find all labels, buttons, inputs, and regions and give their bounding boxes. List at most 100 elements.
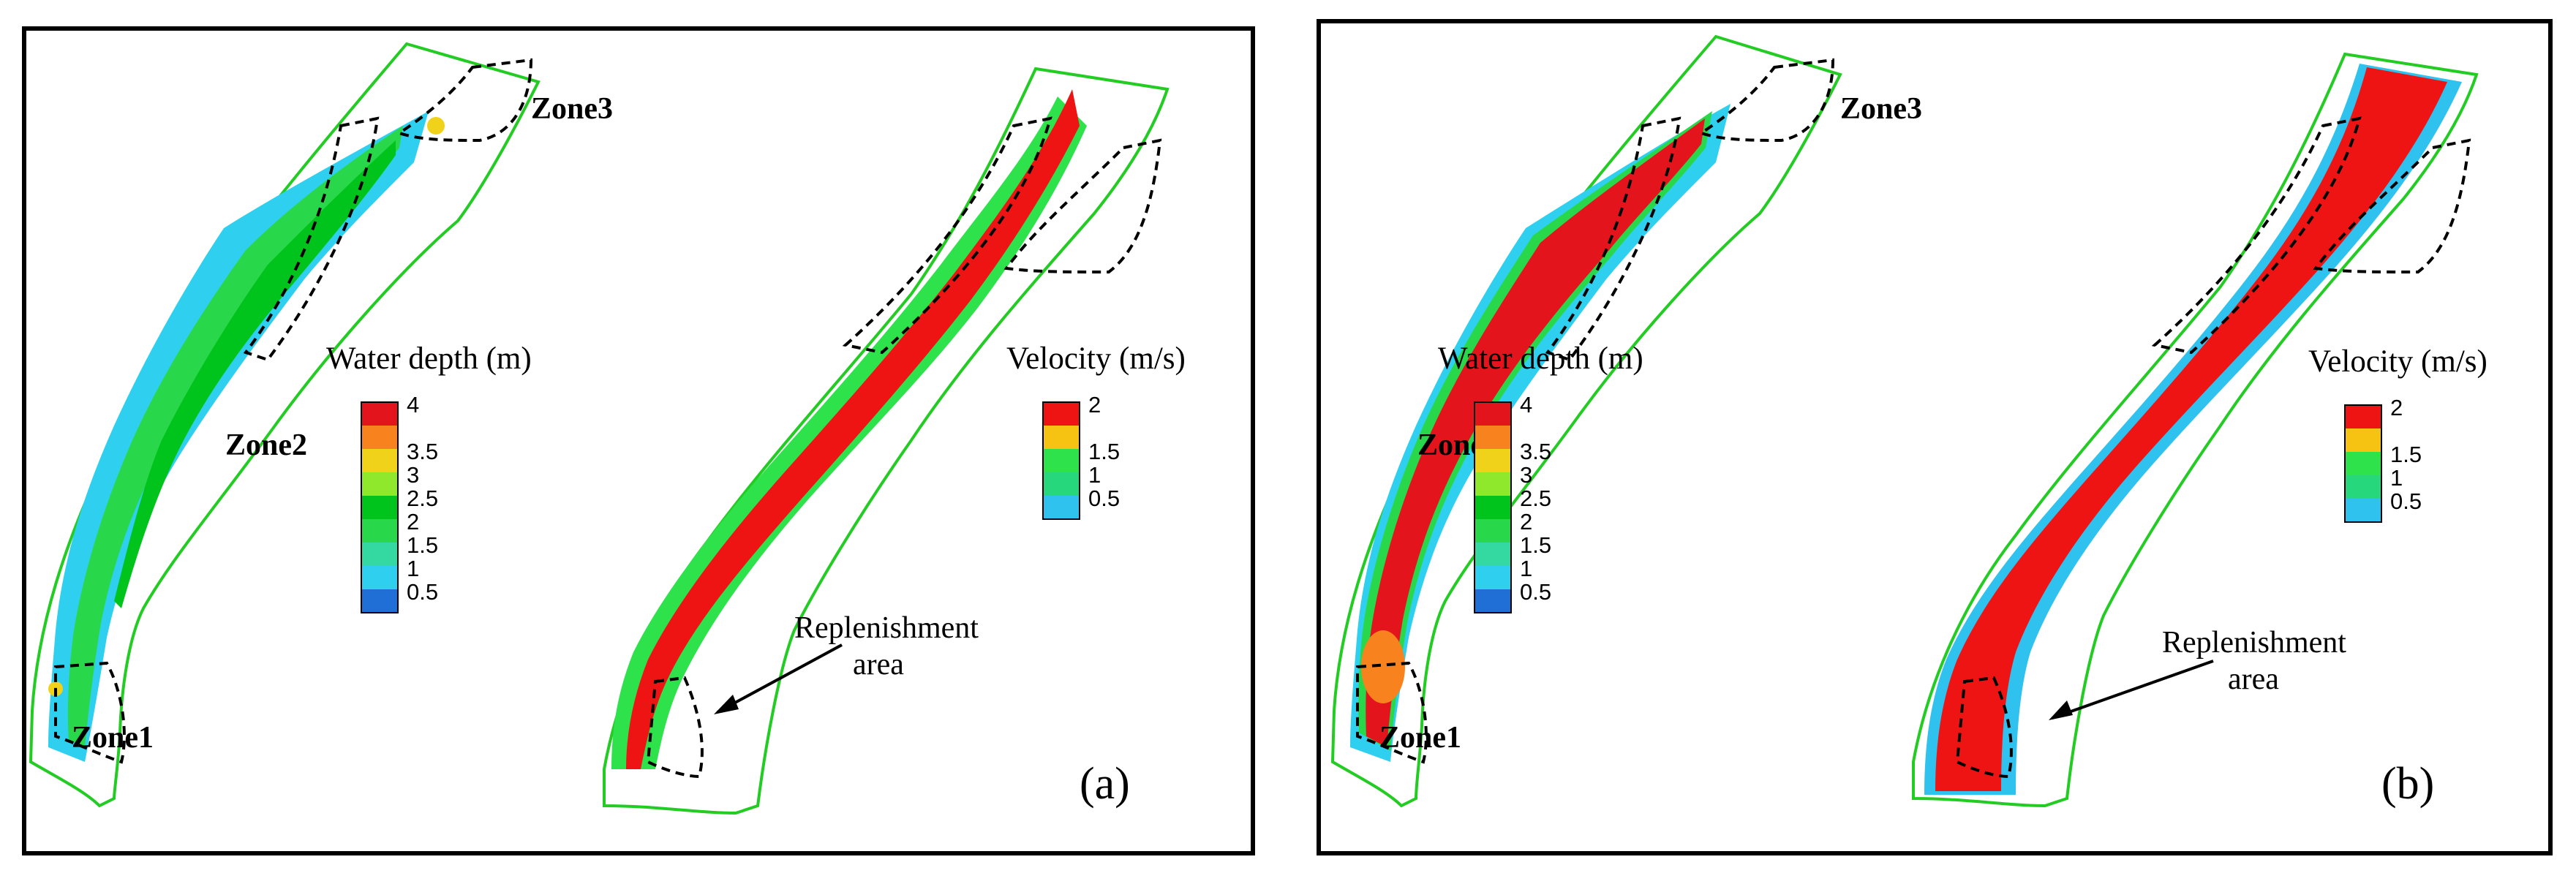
depth-swatch xyxy=(361,496,398,519)
zone1-outline xyxy=(54,661,126,764)
annotation-line2: area xyxy=(853,648,904,681)
velocity-swatch xyxy=(2345,405,2381,428)
river-outline-depth xyxy=(29,42,540,807)
velocity-legend-title: Velocity (m/s) xyxy=(1006,341,1186,376)
velocity-tick: 1.5 xyxy=(2390,442,2422,467)
velocity-zone2-outline xyxy=(842,116,1052,355)
zone2-outline xyxy=(243,116,380,362)
annotation-arrowhead xyxy=(714,695,739,714)
velocity-legend xyxy=(2344,404,2382,523)
velocity-swatch xyxy=(1043,472,1080,496)
depth-tick: 2.5 xyxy=(1520,486,1551,511)
zone3-label: Zone3 xyxy=(531,92,613,126)
panel-a: Zone1 Zone2 Zone3 Water depth (m) 4 3.5 … xyxy=(22,26,1255,855)
depth-swatch xyxy=(361,543,398,566)
velocity-swatch xyxy=(2345,428,2381,452)
depth-tick: 1.5 xyxy=(407,532,438,558)
velocity-tick: 0.5 xyxy=(2390,488,2422,514)
velocity-tick: 2 xyxy=(2390,395,2403,420)
river-outline-depth xyxy=(1331,35,1842,807)
depth-tick: 2 xyxy=(407,509,419,534)
depth-swatch xyxy=(361,426,398,449)
depth-legend xyxy=(361,401,399,613)
annotation-line1: Replenishment xyxy=(794,611,979,645)
depth-legend-title: Water depth (m) xyxy=(326,341,532,376)
velocity-legend-frame xyxy=(1042,401,1080,520)
depth-swatch xyxy=(1475,566,1511,589)
depth-swatch xyxy=(1475,543,1511,566)
depth-mid-band xyxy=(67,126,403,747)
annotation-line1: Replenishment xyxy=(2162,626,2346,660)
zone1-outline xyxy=(1356,661,1428,764)
depth-tick: 4 xyxy=(407,392,419,418)
velocity-legend-title: Velocity (m/s) xyxy=(2308,344,2488,379)
depth-swatch xyxy=(361,449,398,472)
velocity-tick: 0.5 xyxy=(1088,486,1120,511)
panel-label: (a) xyxy=(1080,759,1130,809)
panel-label: (b) xyxy=(2381,759,2434,809)
depth-legend xyxy=(1474,401,1512,613)
velocity-zone2-outline xyxy=(2151,116,2362,355)
depth-legend-frame xyxy=(1474,401,1512,613)
zone3-label: Zone3 xyxy=(1840,92,1922,126)
velocity-tick: 2 xyxy=(1088,392,1101,418)
depth-peak-spot xyxy=(427,117,445,135)
depth-tick: 3 xyxy=(1520,462,1532,488)
velocity-swatch xyxy=(1043,426,1080,449)
depth-legend-title: Water depth (m) xyxy=(1438,341,1643,376)
depth-swatch xyxy=(361,589,398,613)
depth-tick: 3 xyxy=(407,462,419,488)
panel-b-graphic: Zone1 Zone2 Zone3 Water depth (m) 4 3.5 … xyxy=(1331,35,2488,809)
depth-tick: 1.5 xyxy=(1520,532,1551,558)
panel-a-graphic: Zone1 Zone2 Zone3 Water depth (m) 4 3.5 … xyxy=(29,42,1186,815)
depth-orange-spot xyxy=(1361,630,1405,703)
annotation-arrow xyxy=(717,643,843,714)
annotation-arrowhead xyxy=(2049,700,2073,720)
depth-tick: 3.5 xyxy=(1520,439,1551,464)
velocity-swatch xyxy=(2345,452,2381,475)
velocity-legend-frame xyxy=(2344,404,2382,523)
velocity-swatch xyxy=(2345,475,2381,499)
panel-b: Zone1 Zone2 Zone3 Water depth (m) 4 3.5 … xyxy=(1317,19,2553,855)
depth-legend-frame xyxy=(361,401,399,613)
velocity-tick: 1.5 xyxy=(1088,439,1120,464)
depth-swatch xyxy=(1475,426,1511,449)
velocity-legend xyxy=(1042,401,1080,520)
velocity-high-band xyxy=(626,89,1080,769)
depth-tick: 0.5 xyxy=(407,579,438,605)
depth-swatch xyxy=(1475,519,1511,543)
replenishment-outline xyxy=(1955,676,2013,779)
depth-swatch xyxy=(1475,496,1511,519)
velocity-swatch xyxy=(1043,496,1080,519)
zone2-label: Zone2 xyxy=(225,428,307,462)
depth-tick: 2.5 xyxy=(407,486,438,511)
depth-swatch xyxy=(1475,472,1511,496)
depth-tick: 2 xyxy=(1520,509,1532,534)
zone1-label: Zone1 xyxy=(1379,721,1461,755)
depth-swatch xyxy=(361,519,398,543)
depth-tick: 4 xyxy=(1520,392,1532,418)
depth-swatch xyxy=(1475,449,1511,472)
river-outline-velocity xyxy=(603,67,1169,815)
velocity-swatch xyxy=(2345,499,2381,522)
depth-tick: 1 xyxy=(1520,556,1532,581)
depth-deep-band xyxy=(114,140,396,608)
zone1-label: Zone1 xyxy=(72,721,154,755)
depth-tick: 3.5 xyxy=(407,439,438,464)
depth-tick: 0.5 xyxy=(1520,579,1551,605)
velocity-zone3-outline xyxy=(1003,138,1162,274)
velocity-tick: 1 xyxy=(2390,465,2403,491)
zone2-outline xyxy=(1545,116,1681,362)
depth-swatch xyxy=(361,566,398,589)
velocity-zone3-outline xyxy=(2313,138,2471,274)
depth-swatch xyxy=(361,402,398,426)
annotation-arrow xyxy=(2052,660,2214,719)
depth-swatch xyxy=(1475,589,1511,613)
zone3-outline xyxy=(396,58,533,143)
annotation-line2: area xyxy=(2228,662,2279,696)
velocity-tick: 1 xyxy=(1088,462,1101,488)
velocity-swatch xyxy=(1043,449,1080,472)
depth-swatch xyxy=(1475,402,1511,426)
depth-tick: 1 xyxy=(407,556,419,581)
zone3-outline xyxy=(1698,58,1835,143)
